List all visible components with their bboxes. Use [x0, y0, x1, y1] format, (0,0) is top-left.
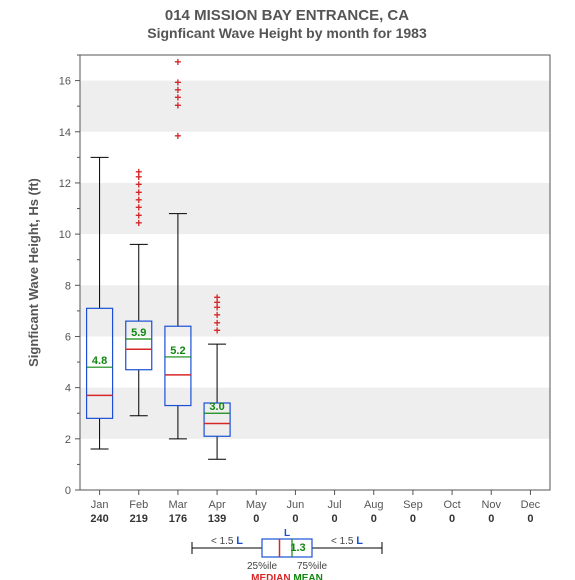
grid-band: [80, 183, 550, 234]
x-month-label: Dec: [521, 499, 541, 511]
x-month-label: Apr: [209, 499, 226, 511]
legend-mean-value: 1.3: [290, 542, 305, 554]
outlier-marker: +: [135, 165, 142, 179]
grid-band: [80, 81, 550, 132]
x-count-label: 0: [332, 513, 338, 525]
x-month-label: Jun: [287, 499, 305, 511]
y-tick-label: 4: [65, 383, 71, 395]
boxplot-svg: 014 MISSION BAY ENTRANCE, CASignficant W…: [0, 0, 575, 580]
title-line1: 014 MISSION BAY ENTRANCE, CA: [165, 7, 409, 24]
mean-value-label: 3.0: [209, 401, 224, 413]
mean-value-label: 4.8: [92, 355, 107, 367]
y-tick-label: 6: [65, 331, 71, 343]
legend-75: 75%ile: [297, 561, 327, 572]
legend-1.5L-right: < 1.5 L: [331, 535, 363, 547]
x-count-label: 0: [527, 513, 533, 525]
y-tick-label: 16: [59, 76, 71, 88]
x-count-label: 139: [208, 513, 226, 525]
title-line2: Signficant Wave Height by month for 1983: [147, 25, 427, 41]
x-count-label: 0: [371, 513, 377, 525]
outlier-marker: +: [174, 75, 181, 89]
x-month-label: Sep: [403, 499, 423, 511]
legend-25: 25%ile: [247, 561, 277, 572]
x-month-label: Jan: [91, 499, 109, 511]
y-tick-label: 0: [65, 485, 71, 497]
mean-value-label: 5.9: [131, 327, 146, 339]
x-count-label: 176: [169, 513, 187, 525]
grid-band: [80, 388, 550, 439]
x-count-label: 0: [410, 513, 416, 525]
outlier-marker: +: [214, 290, 221, 304]
outlier-marker: +: [174, 55, 181, 69]
legend-L: L: [284, 528, 290, 539]
x-count-label: 0: [292, 513, 298, 525]
y-axis-label: Signficant Wave Height, Hs (ft): [26, 178, 41, 367]
y-tick-label: 12: [59, 178, 71, 190]
y-tick-label: 2: [65, 434, 71, 446]
x-month-label: Mar: [168, 499, 187, 511]
legend-median-mean: MEDIAN MEAN: [251, 573, 323, 580]
mean-value-label: 5.2: [170, 345, 185, 357]
x-month-label: Oct: [444, 499, 461, 511]
x-month-label: Aug: [364, 499, 384, 511]
y-tick-label: 10: [59, 229, 71, 241]
x-month-label: May: [246, 499, 267, 511]
chart-container: { "title_line1": "014 MISSION BAY ENTRAN…: [0, 0, 575, 580]
x-month-label: Jul: [328, 499, 342, 511]
x-count-label: 219: [130, 513, 148, 525]
grid-band: [80, 285, 550, 336]
x-month-label: Feb: [129, 499, 148, 511]
y-tick-label: 14: [59, 127, 71, 139]
x-count-label: 0: [488, 513, 494, 525]
x-count-label: 0: [449, 513, 455, 525]
outlier-marker: +: [174, 129, 181, 143]
x-month-label: Nov: [481, 499, 501, 511]
x-count-label: 240: [90, 513, 108, 525]
y-tick-label: 8: [65, 280, 71, 292]
x-count-label: 0: [253, 513, 259, 525]
legend-1.5L-left: < 1.5 L: [211, 535, 243, 547]
